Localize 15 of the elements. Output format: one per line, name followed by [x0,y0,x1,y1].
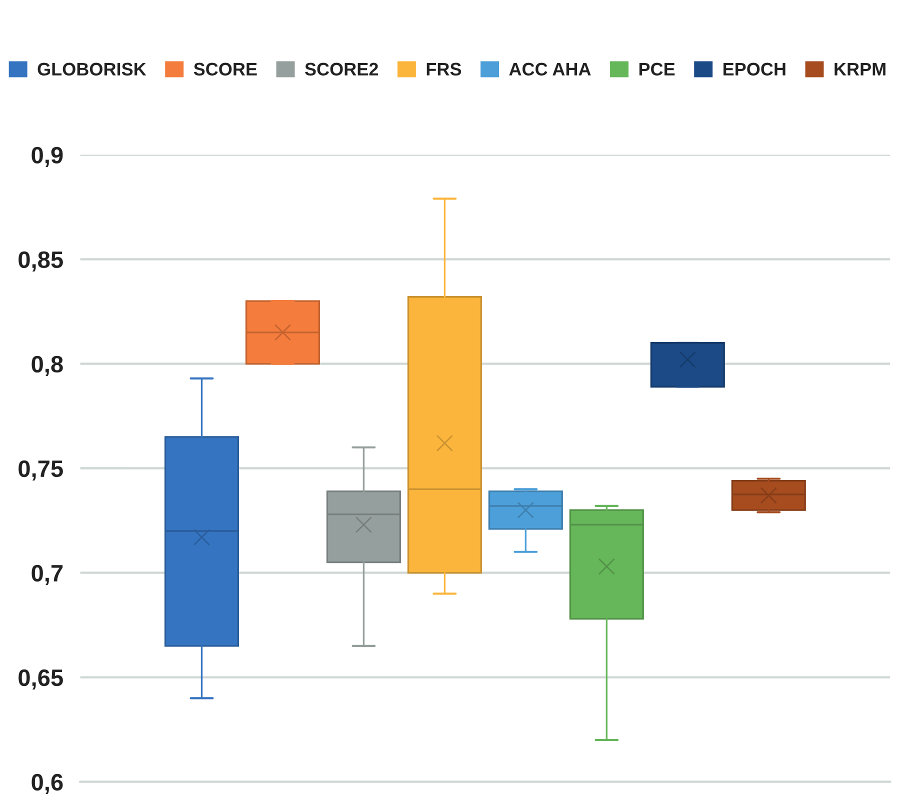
y-tick-label: 0,9 [32,146,63,167]
legend-label: ACC AHA [509,62,591,76]
legend-label: KRPM [834,62,886,76]
legend-label: GLOBORISK [38,62,146,76]
legend-label: PCE [639,62,675,76]
y-tick-label: 0,75 [18,460,63,480]
legend-label: SCORE2 [304,62,378,76]
legend-label: EPOCH [724,62,786,76]
legend-label: SCORE [194,62,257,76]
y-tick-label: 0,6 [32,774,63,794]
y-tick-label: 0,85 [18,251,63,272]
y-tick-label: 0,8 [32,356,63,376]
y-tick-label: 0,65 [18,669,63,690]
y-tick-label: 0,7 [32,564,63,586]
legend-label: FRS [426,62,462,76]
